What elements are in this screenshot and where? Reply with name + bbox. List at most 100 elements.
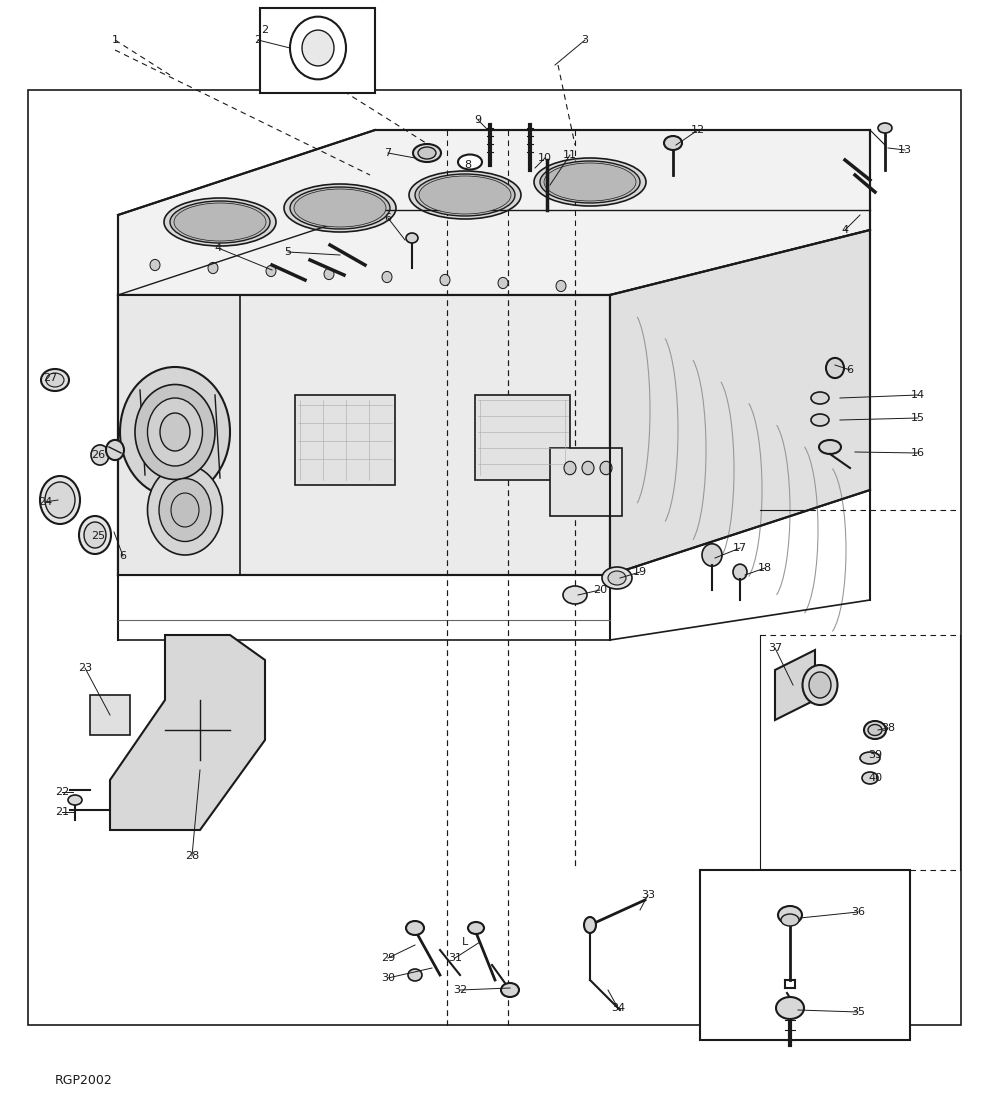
Polygon shape [610, 230, 870, 575]
Text: 19: 19 [633, 567, 647, 577]
Ellipse shape [862, 772, 878, 784]
Ellipse shape [458, 155, 482, 169]
Text: 1: 1 [112, 35, 119, 45]
Ellipse shape [544, 163, 636, 201]
Bar [475, 395, 570, 480]
Ellipse shape [418, 147, 436, 159]
Text: 4: 4 [842, 225, 849, 234]
Text: 26: 26 [91, 450, 105, 460]
Text: 38: 38 [881, 723, 895, 733]
Ellipse shape [563, 586, 587, 604]
Text: 6: 6 [847, 365, 854, 375]
Bar [700, 870, 910, 1040]
Text: 2: 2 [262, 25, 269, 35]
Circle shape [702, 544, 722, 566]
Text: 29: 29 [381, 953, 395, 963]
Circle shape [324, 269, 334, 280]
Text: 27: 27 [42, 373, 57, 383]
Ellipse shape [159, 479, 211, 542]
Bar [550, 448, 622, 517]
Ellipse shape [409, 171, 521, 219]
Ellipse shape [147, 398, 203, 466]
Text: 33: 33 [641, 890, 655, 900]
Ellipse shape [406, 921, 424, 935]
Circle shape [290, 17, 346, 80]
Circle shape [150, 260, 160, 271]
Circle shape [556, 281, 566, 292]
Circle shape [582, 461, 594, 474]
Text: 30: 30 [381, 973, 395, 983]
Text: 34: 34 [611, 1003, 625, 1013]
Ellipse shape [868, 724, 882, 735]
Text: 7: 7 [384, 148, 391, 158]
Polygon shape [110, 635, 265, 830]
Text: 20: 20 [593, 585, 607, 595]
Text: 24: 24 [38, 497, 52, 507]
Text: 8: 8 [464, 160, 471, 170]
Circle shape [440, 274, 450, 285]
Circle shape [600, 461, 612, 474]
Ellipse shape [664, 136, 682, 150]
Ellipse shape [406, 233, 418, 243]
Ellipse shape [284, 184, 396, 232]
Ellipse shape [135, 385, 215, 480]
Text: 18: 18 [758, 563, 772, 573]
Text: 25: 25 [91, 531, 105, 541]
Text: 10: 10 [538, 153, 552, 163]
Polygon shape [775, 650, 815, 720]
Text: L: L [461, 937, 468, 947]
Ellipse shape [174, 204, 266, 241]
Text: 32: 32 [453, 985, 467, 995]
Ellipse shape [170, 201, 270, 243]
Ellipse shape [809, 672, 831, 698]
Text: 37: 37 [768, 643, 782, 653]
Ellipse shape [819, 440, 841, 453]
Ellipse shape [534, 158, 646, 206]
Ellipse shape [79, 517, 111, 554]
Ellipse shape [41, 369, 69, 392]
Ellipse shape [408, 969, 422, 981]
Ellipse shape [120, 367, 230, 497]
Text: RGP2002: RGP2002 [55, 1074, 113, 1086]
Text: 6: 6 [120, 551, 126, 561]
Text: 6: 6 [384, 213, 391, 223]
Ellipse shape [776, 997, 804, 1019]
Text: 12: 12 [691, 125, 705, 135]
Circle shape [382, 271, 392, 283]
Text: 16: 16 [911, 448, 925, 458]
Polygon shape [118, 295, 240, 575]
Bar [28, 90, 961, 1025]
Ellipse shape [878, 123, 892, 133]
Ellipse shape [778, 906, 802, 924]
Ellipse shape [860, 752, 880, 764]
Ellipse shape [160, 413, 190, 451]
Ellipse shape [781, 914, 799, 926]
Ellipse shape [468, 922, 484, 933]
Polygon shape [118, 131, 870, 295]
Ellipse shape [84, 522, 106, 547]
Text: 3: 3 [582, 35, 589, 45]
Text: 40: 40 [867, 773, 882, 783]
Ellipse shape [68, 795, 82, 805]
Ellipse shape [413, 144, 441, 161]
Text: 23: 23 [78, 662, 92, 672]
Polygon shape [90, 695, 130, 735]
Circle shape [733, 564, 747, 580]
Text: 17: 17 [733, 543, 747, 553]
Text: 21: 21 [55, 807, 69, 817]
Ellipse shape [584, 917, 596, 933]
Polygon shape [118, 295, 610, 575]
Ellipse shape [864, 721, 886, 739]
Ellipse shape [419, 176, 511, 213]
Circle shape [106, 440, 124, 460]
Circle shape [826, 358, 844, 378]
Circle shape [266, 265, 276, 276]
Text: 36: 36 [851, 907, 865, 917]
Ellipse shape [540, 161, 640, 204]
Text: 35: 35 [851, 1006, 865, 1018]
Text: 13: 13 [898, 145, 912, 155]
Bar [295, 395, 395, 486]
Text: 2: 2 [255, 35, 262, 45]
Ellipse shape [608, 571, 626, 585]
Text: 15: 15 [911, 413, 925, 422]
